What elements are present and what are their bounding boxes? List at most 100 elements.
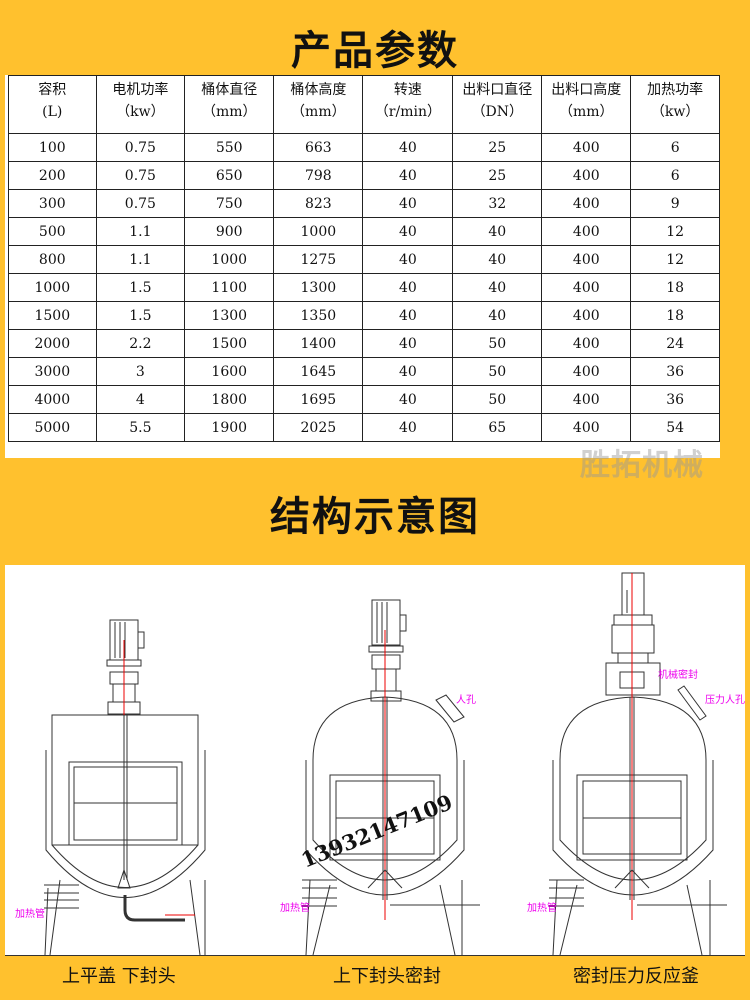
column-header: 转速 （r/min） [362,75,454,134]
table-row: 3000 3 1600 1645 40 50 400 36 [8,357,720,386]
header-unit: （mm） [559,104,614,120]
caption-1: 上平盖 下封头 [62,966,176,987]
table-cell: 500 [8,217,97,246]
page-title: 产品参数 [291,28,459,74]
table-cell: 663 [273,133,364,162]
table-cell: 40 [362,273,454,302]
parameter-table: 容积 (L) 电机功率 （kw） 桶体直径 （mm） 桶体高度 （mm） 转速 （r/min） 出料… [8,75,720,442]
label-pressure-manhole: 压力人孔 [705,693,745,706]
header-label: 容积 [38,82,67,98]
table-cell: 1000 [8,273,97,302]
table-row: 200 0.75 650 798 40 25 400 6 [8,161,720,190]
table-cell: 400 [541,357,632,386]
table-cell: 6 [630,133,720,162]
table-row: 1000 1.5 1100 1300 40 40 400 18 [8,273,720,302]
table-cell: 40 [362,189,454,218]
table-cell: 4 [95,385,186,414]
column-header: 电机功率 （kw） [95,75,186,134]
table-cell: 1500 [184,329,275,358]
table-cell: 200 [8,161,97,190]
table-row: 2000 2.2 1500 1400 40 50 400 24 [8,329,720,358]
table-cell: 24 [630,329,720,358]
header-unit: （kw） [650,104,700,120]
table-row: 500 1.1 900 1000 40 40 400 12 [8,217,720,246]
table-cell: 1900 [184,413,275,442]
table-cell: 1.5 [95,301,186,330]
table-cell: 40 [362,133,454,162]
table-cell: 40 [362,301,454,330]
table-cell: 1400 [273,329,364,358]
header-unit: （mm） [291,104,346,120]
table-cell: 300 [8,189,97,218]
tank-pressure-reactor [549,572,727,956]
table-cell: 40 [362,217,454,246]
column-header: 桶体高度 （mm） [273,75,364,134]
column-header: 桶体直径 （mm） [184,75,275,134]
header-unit: (L) [42,104,63,120]
label-heating-pipe-3: 加热管 [527,901,557,914]
table-cell: 25 [452,161,543,190]
table-cell: 823 [273,189,364,218]
parameter-table-panel: 容积 (L) 电机功率 （kw） 桶体直径 （mm） 桶体高度 （mm） 转速 （r/min） 出料… [5,75,720,483]
table-cell: 50 [452,385,543,414]
header-unit: （kw） [116,104,165,120]
table-row: 100 0.75 550 663 40 25 400 6 [8,133,720,162]
table-cell: 1300 [273,273,364,302]
table-cell: 54 [630,413,720,442]
table-row: 300 0.75 750 823 40 32 400 9 [8,189,720,218]
table-row: 4000 4 1800 1695 40 50 400 36 [8,385,720,414]
column-header: 出料口高度 （mm） [541,75,632,134]
label-mech-seal: 机械密封 [658,668,698,681]
table-cell: 40 [362,413,454,442]
header-label: 桶体直径 [201,82,258,98]
table-cell: 36 [630,357,720,386]
header-unit: （r/min） [374,104,441,120]
table-cell: 9 [630,189,720,218]
header-label: 转速 [393,82,422,98]
table-cell: 3 [95,357,186,386]
table-cell: 400 [541,217,632,246]
table-cell: 4000 [8,385,97,414]
table-cell: 5.5 [95,413,186,442]
table-cell: 1000 [184,245,275,274]
label-manhole: 人孔 [456,694,476,706]
table-cell: 5000 [8,413,97,442]
header-label: 出料口直径 [462,82,533,98]
table-cell: 32 [452,189,543,218]
table-cell: 100 [8,133,97,162]
header-unit: （DN） [471,104,524,120]
table-cell: 1.5 [95,273,186,302]
table-cell: 0.75 [95,161,186,190]
table-cell: 750 [184,189,275,218]
table-cell: 400 [541,245,632,274]
table-cell: 40 [362,385,454,414]
caption-2: 上下封头密封 [333,966,441,987]
table-cell: 400 [541,161,632,190]
table-cell: 1300 [184,301,275,330]
table-cell: 2.2 [95,329,186,358]
table-cell: 1800 [184,385,275,414]
table-cell: 40 [452,301,543,330]
table-cell: 0.75 [95,189,186,218]
table-cell: 400 [541,329,632,358]
table-cell: 2025 [273,413,364,442]
table-header-row: 容积 (L) 电机功率 （kw） 桶体直径 （mm） 桶体高度 （mm） 转速 （r/min） 出料… [8,75,720,134]
structure-diagram: 加热管 加热管 加热管 人孔 机械密封 压力人孔 13932147109 [5,565,745,956]
header-unit: （mm） [201,104,257,120]
caption-3: 密封压力反应釜 [573,966,699,987]
label-heating-pipe-2: 加热管 [280,901,310,914]
table-row: 800 1.1 1000 1275 40 40 400 12 [8,245,720,274]
table-cell: 1000 [273,217,364,246]
column-header: 出料口直径 （DN） [452,75,543,134]
table-cell: 1645 [273,357,364,386]
table-row: 5000 5.5 1900 2025 40 65 400 54 [8,413,720,442]
table-cell: 650 [184,161,275,190]
table-cell: 1500 [8,301,97,330]
table-cell: 400 [541,273,632,302]
table-cell: 50 [452,357,543,386]
table-cell: 550 [184,133,275,162]
table-cell: 36 [630,385,720,414]
header-label: 出料口高度 [551,82,622,98]
table-cell: 1100 [184,273,275,302]
column-header: 加热功率 （kw） [630,75,720,134]
